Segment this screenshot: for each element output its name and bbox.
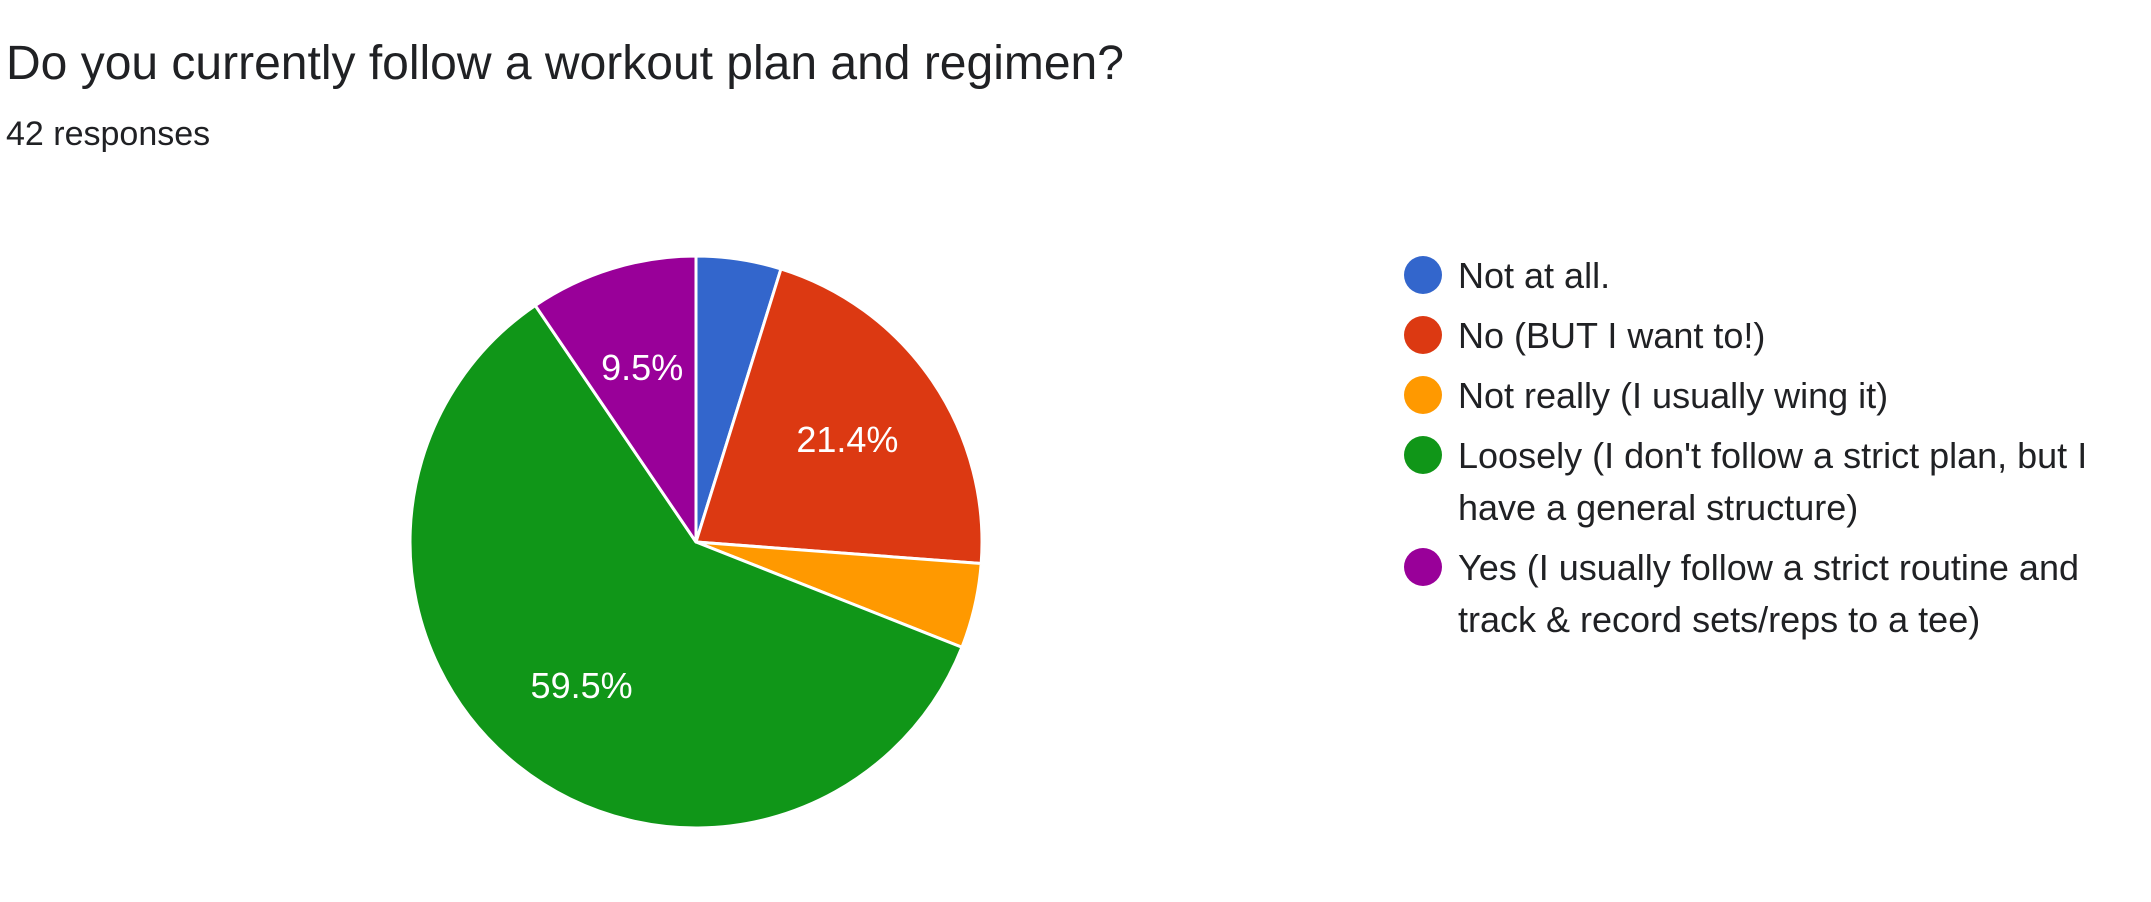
legend-label: Not at all. [1458, 255, 1610, 296]
pie-slices [408, 254, 984, 830]
legend-item-yes-i-usually-follow-a-strict-routine-an[interactable]: Yes (I usually follow a strict routine a… [1404, 547, 2079, 640]
pie-slice-no-but-i-want-to[interactable] [694, 267, 984, 566]
legend-swatch [1404, 316, 1442, 354]
legend-label: Not really (I usually wing it) [1458, 375, 1888, 416]
legend-swatch [1404, 376, 1442, 414]
pie-slice-loosely-i-don-t-follow-a-strict-plan-but[interactable] [408, 303, 964, 830]
legend-item-not-at-all[interactable]: Not at all. [1404, 255, 1610, 296]
data-label-loosely-i-don-t-follow-a-strict-plan-but: 59.5% [531, 665, 633, 706]
legend-label: No (BUT I want to!) [1458, 315, 1765, 356]
legend-label: Loosely (I don't follow a strict plan, b… [1458, 435, 2087, 476]
pie-slice-yes-i-usually-follow-a-strict-routine-an[interactable] [533, 254, 698, 544]
legend-swatch [1404, 436, 1442, 474]
legend-label: Yes (I usually follow a strict routine a… [1458, 547, 2079, 588]
legend-item-no-but-i-want-to[interactable]: No (BUT I want to!) [1404, 315, 1765, 356]
response-count: 42 responses [6, 115, 211, 153]
pie-data-labels: 21.4% 59.5% 9.5% [531, 347, 899, 706]
legend-item-not-really-i-usually-wing-it[interactable]: Not really (I usually wing it) [1404, 375, 1888, 416]
legend-swatch [1404, 548, 1442, 586]
legend-swatch [1404, 256, 1442, 294]
legend-label: track & record sets/reps to a tee) [1458, 599, 1980, 640]
legend-label: have a general structure) [1458, 487, 1858, 528]
data-label-yes-i-usually-follow-a-strict-routine-an: 9.5% [601, 347, 683, 388]
legend-item-loosely-i-don-t-follow-a-strict-plan-but[interactable]: Loosely (I don't follow a strict plan, b… [1404, 435, 2087, 528]
legend: Not at all. No (BUT I want to!) Not really… [1404, 255, 2087, 640]
chart-title: Do you currently follow a workout plan a… [6, 37, 1124, 90]
data-label-no-but-i-want-to: 21.4% [796, 419, 898, 460]
